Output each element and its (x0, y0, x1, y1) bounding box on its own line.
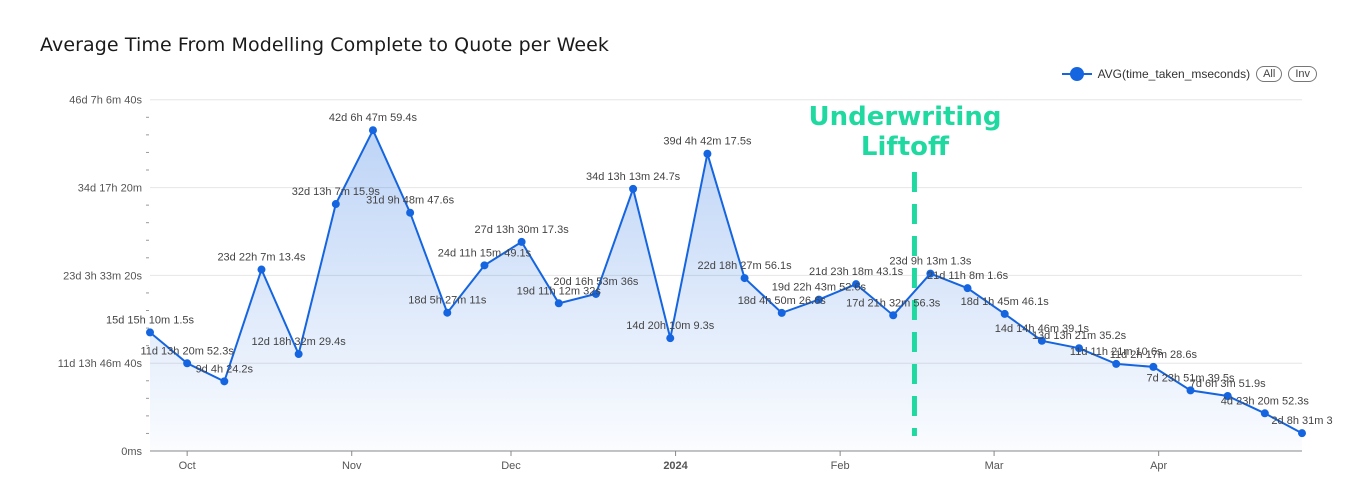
data-label: 19d 11h 12m 32s (517, 285, 602, 297)
data-point[interactable] (852, 280, 861, 289)
x-tick-label: Dec (501, 460, 521, 472)
data-point[interactable] (480, 261, 489, 270)
data-label: 22d 18h 27m 56.1s (697, 260, 792, 272)
x-tick-label: 2024 (663, 460, 688, 472)
data-point[interactable] (703, 149, 712, 158)
data-label: 11d 11h 21m 10.6s (1070, 346, 1163, 358)
x-tick-label: Nov (342, 460, 362, 472)
data-point[interactable] (629, 184, 638, 193)
data-label: 39d 4h 42m 17.5s (663, 136, 752, 148)
data-point[interactable] (1112, 359, 1121, 368)
data-label: 34d 13h 13m 24.7s (586, 171, 681, 183)
legend: AVG(time_taken_mseconds) All Inv (1061, 66, 1317, 82)
data-label: 4d 23h 20m 52.3s (1221, 395, 1310, 407)
data-label: 32d 13h 7m 15.9s (292, 186, 381, 198)
data-point[interactable] (257, 265, 266, 274)
data-point[interactable] (331, 200, 340, 209)
data-label: 18d 4h 50m 26.6s (738, 295, 827, 307)
data-point[interactable] (1075, 344, 1084, 353)
chart-title: Average Time From Modelling Complete to … (40, 34, 610, 56)
data-point[interactable] (294, 350, 303, 359)
series-line (149, 127, 1303, 435)
annotation-line2: Liftoff (860, 132, 950, 162)
data-label: 2d 8h 31m 3 (1271, 415, 1332, 427)
data-label: 24d 11h 15m 49.1s (438, 247, 532, 259)
data-label: 27d 13h 30m 17.3s (475, 224, 570, 236)
data-label: 18d 5h 27m 11s (408, 295, 487, 307)
data-point[interactable] (1149, 362, 1158, 371)
data-point[interactable] (1037, 336, 1046, 345)
series-area (150, 130, 1302, 451)
data-label: 20d 16h 53m 36s (553, 276, 639, 288)
data-point[interactable] (368, 126, 377, 135)
data-point[interactable] (554, 299, 563, 308)
data-label: 15d 15h 10m 1.5s (106, 314, 195, 326)
data-point[interactable] (1298, 429, 1306, 438)
data-label: 14d 20h 10m 9.3s (626, 320, 715, 332)
data-point[interactable] (814, 295, 823, 304)
x-tick-label: Apr (1150, 460, 1167, 472)
data-label: 21d 11h 8m 1.6s (927, 270, 1009, 282)
data-label: 11d 13h 20m 52.3s (140, 345, 234, 357)
data-point[interactable] (1000, 309, 1009, 318)
data-label: 7d 23h 51m 39.5s (1146, 372, 1235, 384)
annotation-line1: Underwriting (808, 102, 1002, 132)
data-point[interactable] (963, 284, 972, 293)
data-point[interactable] (406, 208, 415, 217)
data-label: 21d 23h 18m 43.1s (809, 266, 904, 278)
data-label: 31d 9h 48m 47.6s (366, 195, 455, 207)
data-label: 11d 2h 17m 28.6s (1110, 349, 1198, 361)
data-point[interactable] (443, 308, 452, 317)
data-point[interactable] (740, 274, 749, 283)
data-label: 19d 22h 43m 52.6s (772, 282, 867, 294)
data-point[interactable] (517, 237, 526, 246)
legend-all-button[interactable]: All (1256, 66, 1283, 82)
data-point[interactable] (146, 328, 154, 337)
data-point[interactable] (777, 308, 786, 317)
data-label: 23d 9h 13m 1.3s (889, 256, 971, 268)
data-label: 12d 18h 32m 29.4s (252, 336, 347, 348)
y-tick-label: 46d 7h 6m 40s (69, 95, 142, 107)
data-label: 14d 14h 46m 39.1s (995, 323, 1090, 335)
data-label: 9d 4h 24.2s (196, 363, 254, 375)
data-point[interactable] (1260, 409, 1269, 418)
x-tick-label: Feb (831, 460, 850, 472)
y-tick-label: 0ms (121, 446, 142, 458)
data-label: 23d 22h 7m 13.4s (217, 252, 306, 264)
y-tick-label: 11d 13h 46m 40s (58, 358, 143, 370)
data-label: 18d 1h 45m 46.1s (961, 296, 1050, 308)
data-label: 42d 6h 47m 59.4s (329, 112, 418, 124)
data-point[interactable] (220, 377, 229, 386)
data-point[interactable] (1223, 391, 1232, 400)
legend-series-label[interactable]: AVG(time_taken_mseconds) (1097, 67, 1251, 81)
data-label: 7d 6h 3m 51.9s (1190, 378, 1266, 390)
data-label: 13d 13h 21m 35.2s (1032, 330, 1127, 342)
data-point[interactable] (926, 269, 935, 278)
data-label: 17d 21h 32m 56.3s (846, 297, 941, 309)
data-point[interactable] (889, 311, 898, 320)
underwriting-liftoff-annotation: Underwriting Liftoff (800, 102, 1010, 162)
y-tick-label: 23d 3h 33m 20s (63, 270, 142, 282)
data-point[interactable] (183, 359, 192, 368)
data-point[interactable] (591, 289, 600, 298)
x-tick-label: Oct (179, 460, 196, 472)
data-point[interactable] (1186, 386, 1195, 395)
y-tick-label: 34d 17h 20m (78, 183, 142, 195)
legend-marker-icon[interactable] (1061, 67, 1092, 81)
x-tick-label: Mar (985, 460, 1004, 472)
data-point[interactable] (666, 334, 675, 343)
legend-inv-button[interactable]: Inv (1288, 66, 1317, 82)
